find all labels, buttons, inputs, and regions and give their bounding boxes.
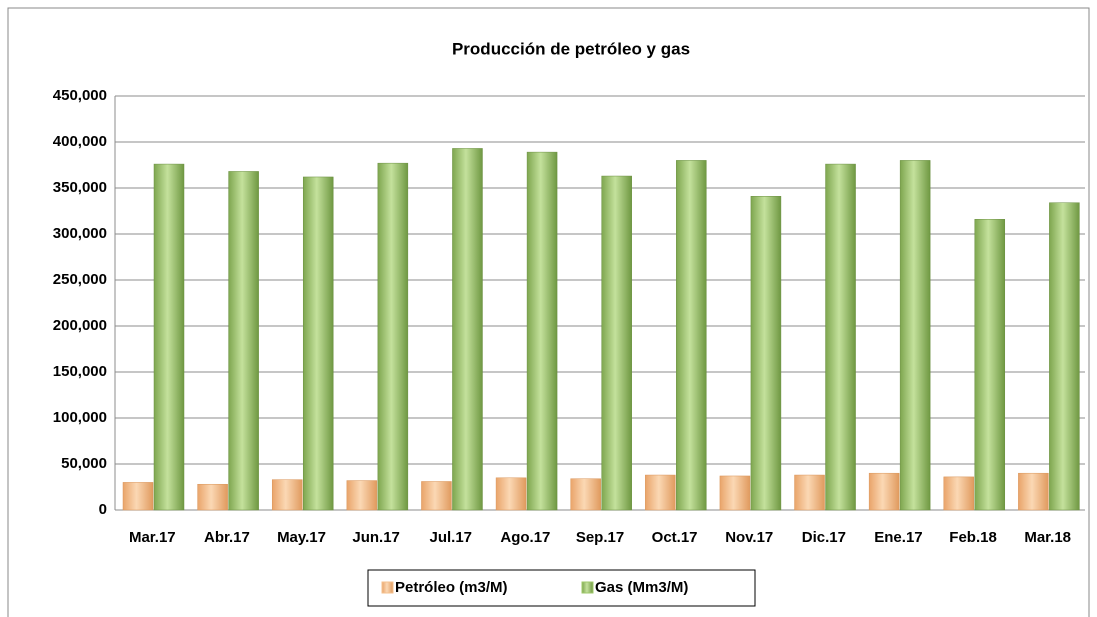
bar [153,163,185,511]
y-tick-label: 400,000 [53,133,107,150]
bar [645,474,676,511]
chart-title: Producción de petróleo y gas [452,39,690,58]
bar [899,160,931,511]
x-tick-label: May.17 [277,529,326,546]
legend-label: Gas (Mm3/M) [595,579,688,596]
bar [377,162,409,511]
bar [452,148,483,511]
y-tick-label: 250,000 [53,271,107,288]
bar [570,478,601,511]
y-tick-label: 200,000 [53,317,107,334]
bar [1018,472,1049,511]
bar [495,477,527,511]
x-tick-label: Sep.17 [576,529,624,546]
bar [197,483,228,511]
x-tick-label: Ago.17 [500,529,550,546]
bar [676,160,707,511]
y-tick-label: 100,000 [53,409,107,426]
x-tick-label: Nov.17 [725,529,773,546]
bar [302,176,334,511]
legend-label: Petróleo (m3/M) [395,579,508,596]
bar [794,474,825,511]
bar [601,175,632,511]
y-tick-label: 150,000 [53,363,107,380]
x-tick-label: Oct.17 [652,529,698,546]
bar [228,171,259,511]
bar [421,481,452,511]
chart-border [7,7,1090,617]
x-tick-label: Jul.17 [430,529,473,546]
x-tick-label: Feb.18 [949,529,997,546]
bar [271,479,303,511]
bar [719,475,751,511]
y-tick-label: 300,000 [53,225,107,242]
x-tick-label: Mar.18 [1024,529,1071,546]
x-tick-label: Jun.17 [352,529,400,546]
x-tick-label: Mar.17 [129,529,176,546]
legend-swatch [381,581,394,594]
bar [122,482,154,511]
bar [943,476,975,511]
y-tick-label: 0 [99,501,107,518]
bar [526,151,558,511]
x-tick-label: Dic.17 [802,529,846,546]
bar [750,196,782,511]
bar [1049,202,1080,511]
x-tick-label: Abr.17 [204,529,250,546]
y-tick-label: 350,000 [53,179,107,196]
legend-swatch [581,581,594,594]
bar [825,163,856,511]
y-tick-label: 450,000 [53,87,107,104]
y-tick-label: 50,000 [61,455,107,472]
bar [974,219,1006,511]
x-tick-label: Ene.17 [874,529,922,546]
bar [346,480,378,511]
legend-box [367,569,756,607]
bar [868,472,900,511]
